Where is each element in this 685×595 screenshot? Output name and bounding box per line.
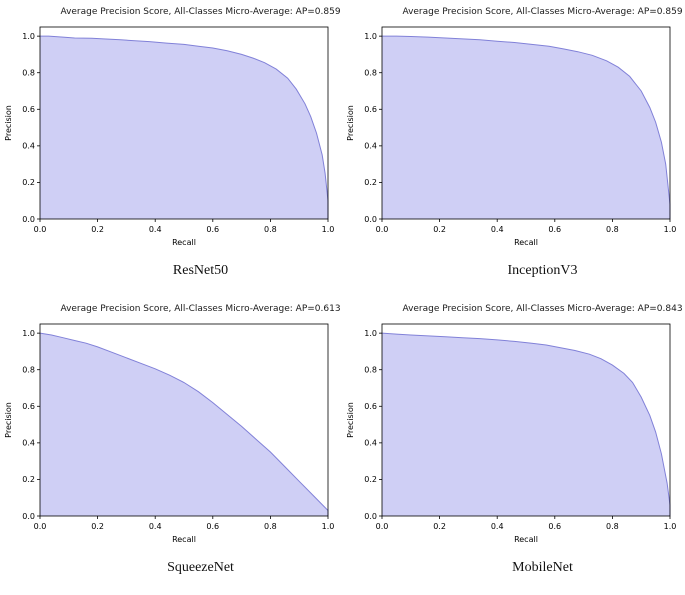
x-tick-label: 0.2	[91, 225, 104, 234]
pr-curve-line	[381, 332, 671, 516]
y-tick-label: 0.4	[22, 142, 35, 151]
x-tick-label: 0.0	[376, 522, 389, 531]
x-axis-label: Recall	[172, 535, 196, 544]
chart-title: Average Precision Score, All-Classes Mic…	[60, 304, 341, 314]
axes-box	[381, 323, 671, 517]
x-axis-label: Recall	[514, 535, 538, 544]
x-tick-label: 0.0	[376, 225, 389, 234]
y-tick-label: 0.6	[364, 402, 377, 411]
pr-area-fill	[40, 36, 328, 219]
pr-curve-plot: 0.0 0.2 0.4 0.6 0.8 1.0 0.0 0.2 0.4 0.6 0.8 1.0 Reca…	[0, 316, 335, 551]
axes-box	[381, 26, 671, 220]
y-tick-label: 0.2	[22, 178, 35, 187]
y-tick-label: 0.8	[364, 366, 377, 375]
x-tick-label: 0.8	[606, 522, 619, 531]
y-tick-label: 1.0	[22, 329, 35, 338]
x-tick-label: 0.8	[606, 225, 619, 234]
x-tick-label: 0.6	[206, 522, 219, 531]
y-tick-label: 0.4	[364, 439, 377, 448]
x-tick-label: 0.4	[491, 522, 504, 531]
pr-curve-canvas: 0.0 0.2 0.4 0.6 0.8 1.0 0.0 0.2 0.4 0.6 0.8 1.0 Reca…	[346, 323, 677, 544]
x-tick-label: 0.6	[548, 522, 561, 531]
x-tick-label: 1.0	[664, 522, 677, 531]
pr-curve-plot: 0.0 0.2 0.4 0.6 0.8 1.0 0.0 0.2 0.4 0.6 0.8 1.0 Reca…	[0, 19, 335, 254]
y-tick-label: 0.0	[364, 512, 377, 521]
pr-curve-plot: 0.0 0.2 0.4 0.6 0.8 1.0 0.0 0.2 0.4 0.6 0.8 1.0 Reca…	[342, 316, 677, 551]
y-tick-label: 0.6	[22, 402, 35, 411]
x-tick-label: 0.2	[433, 522, 446, 531]
chart-caption: SqueezeNet	[167, 560, 234, 575]
y-tick-label: 0.6	[364, 105, 377, 114]
y-tick-label: 0.8	[22, 69, 35, 78]
x-tick-label: 0.6	[548, 225, 561, 234]
y-tick-label: 0.0	[364, 215, 377, 224]
y-tick-label: 1.0	[364, 329, 377, 338]
y-tick-label: 0.2	[364, 475, 377, 484]
x-tick-label: 0.4	[491, 225, 504, 234]
y-axis-label: Precision	[4, 105, 13, 141]
pr-curve-line	[39, 332, 329, 516]
chart-title: Average Precision Score, All-Classes Mic…	[60, 7, 341, 17]
x-tick-label: 0.0	[34, 522, 47, 531]
x-tick-label: 1.0	[664, 225, 677, 234]
pr-area-fill	[382, 36, 670, 219]
chart-caption: MobileNet	[512, 560, 573, 575]
subplot-mobilenet: Average Precision Score, All-Classes Mic…	[342, 297, 685, 595]
x-tick-label: 0.4	[149, 225, 162, 234]
pr-curve-canvas: 0.0 0.2 0.4 0.6 0.8 1.0 0.0 0.2 0.4 0.6 0.8 1.0 Reca…	[4, 323, 335, 544]
pr-curve-plot: 0.0 0.2 0.4 0.6 0.8 1.0 0.0 0.2 0.4 0.6 0.8 1.0 Reca…	[342, 19, 677, 254]
y-axis-label: Precision	[346, 402, 355, 438]
x-tick-label: 0.8	[264, 522, 277, 531]
y-tick-label: 0.0	[22, 215, 35, 224]
axes-box	[39, 323, 329, 517]
pr-curve-line	[382, 35, 671, 219]
x-tick-label: 1.0	[322, 225, 335, 234]
x-tick-label: 0.8	[264, 225, 277, 234]
y-tick-label: 0.8	[364, 69, 377, 78]
y-tick-label: 0.4	[22, 439, 35, 448]
y-tick-label: 1.0	[364, 32, 377, 41]
subplot-squeezenet: Average Precision Score, All-Classes Mic…	[0, 297, 342, 595]
x-tick-label: 0.4	[149, 522, 162, 531]
chart-caption: ResNet50	[172, 263, 229, 278]
y-tick-label: 0.8	[22, 366, 35, 375]
x-tick-label: 0.2	[433, 225, 446, 234]
pr-curve-canvas: 0.0 0.2 0.4 0.6 0.8 1.0 0.0 0.2 0.4 0.6 0.8 1.0 Reca…	[346, 26, 677, 247]
x-tick-label: 0.0	[34, 225, 47, 234]
y-tick-label: 0.0	[22, 512, 35, 521]
pr-area-fill	[40, 333, 328, 516]
chart-title: Average Precision Score, All-Classes Mic…	[402, 304, 683, 314]
x-tick-label: 1.0	[322, 522, 335, 531]
pr-curve-canvas: 0.0 0.2 0.4 0.6 0.8 1.0 0.0 0.2 0.4 0.6 0.8 1.0 Reca…	[4, 26, 335, 247]
subplot-resnet50: Average Precision Score, All-Classes Mic…	[0, 0, 342, 297]
x-axis-label: Recall	[172, 238, 196, 247]
subplot-inceptionv3: Average Precision Score, All-Classes Mic…	[342, 0, 685, 297]
axes-box	[39, 26, 329, 220]
y-tick-label: 0.2	[364, 178, 377, 187]
x-axis-label: Recall	[514, 238, 538, 247]
chart-title: Average Precision Score, All-Classes Mic…	[402, 7, 683, 17]
x-tick-label: 0.6	[206, 225, 219, 234]
y-tick-label: 0.2	[22, 475, 35, 484]
y-tick-label: 0.4	[364, 142, 377, 151]
y-tick-label: 1.0	[22, 32, 35, 41]
x-tick-label: 0.2	[91, 522, 104, 531]
pr-curve-line	[40, 35, 329, 219]
y-axis-label: Precision	[4, 402, 13, 438]
y-tick-label: 0.6	[22, 105, 35, 114]
y-axis-label: Precision	[346, 105, 355, 141]
pr-area-fill	[382, 333, 670, 516]
chart-caption: InceptionV3	[507, 263, 578, 278]
